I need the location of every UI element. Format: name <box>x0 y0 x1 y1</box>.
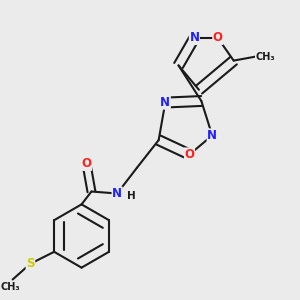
Text: N: N <box>160 96 170 109</box>
Text: O: O <box>184 148 194 161</box>
Text: N: N <box>112 187 122 200</box>
Text: CH₃: CH₃ <box>1 282 20 292</box>
Text: CH₃: CH₃ <box>256 52 275 61</box>
Text: N: N <box>207 129 217 142</box>
Text: H: H <box>127 191 135 202</box>
Text: N: N <box>189 32 200 44</box>
Text: S: S <box>26 257 35 270</box>
Text: O: O <box>213 32 223 44</box>
Text: O: O <box>82 157 92 170</box>
